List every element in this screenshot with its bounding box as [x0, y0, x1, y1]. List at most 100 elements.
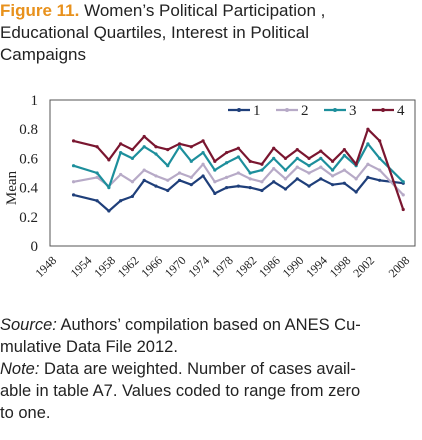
x-tick-label: 1948	[32, 253, 59, 280]
data-point-4	[213, 159, 217, 163]
data-point-4	[142, 134, 146, 139]
data-point-1	[354, 190, 358, 194]
data-point-2	[295, 165, 299, 169]
data-point-4	[95, 145, 99, 149]
data-point-4	[107, 158, 111, 162]
x-tick-label: 1974	[185, 253, 212, 280]
series-line-4	[73, 128, 405, 210]
data-point-4	[154, 145, 158, 149]
data-point-3	[201, 150, 205, 155]
data-point-4	[201, 139, 205, 143]
data-point-3	[283, 168, 288, 172]
x-tick-label: 1986	[256, 253, 283, 280]
data-point-1	[130, 194, 135, 198]
legend-label-2: 2	[301, 103, 309, 119]
data-point-4	[130, 148, 135, 152]
data-point-2	[71, 180, 76, 184]
series-line-1	[73, 174, 404, 213]
data-point-1	[378, 178, 382, 182]
x-axis: 1948 195419581962196619701974197819821986…	[32, 253, 412, 280]
data-point-1	[330, 183, 335, 187]
data-point-2	[236, 171, 240, 175]
figure-title: Figure 11. Women’s Political Participati…	[0, 0, 418, 66]
y-axis-label: Mean	[4, 170, 20, 205]
data-point-1	[166, 188, 170, 193]
legend-marker-3	[333, 108, 337, 112]
x-tick-label: 1958	[91, 253, 118, 280]
x-tick-label: 1970	[162, 253, 189, 280]
data-point-1	[177, 178, 182, 182]
data-point-4	[378, 139, 382, 143]
data-point-3	[307, 164, 311, 168]
source-label: Source:	[0, 316, 57, 334]
data-point-3	[166, 164, 170, 168]
data-point-2	[225, 175, 229, 179]
data-point-2	[95, 175, 99, 179]
data-point-4	[177, 142, 182, 146]
data-point-1	[213, 191, 217, 196]
data-point-3	[189, 159, 193, 163]
data-point-3	[260, 168, 264, 172]
legend-label-1: 1	[253, 103, 261, 119]
data-point-3	[225, 161, 229, 165]
title-line-1: Women’s Political Participation ,	[79, 1, 326, 20]
x-tick-label: 1994	[303, 253, 330, 280]
data-point-2	[201, 162, 205, 166]
data-point-3	[119, 150, 123, 155]
title-line-3: Campaigns	[0, 45, 86, 64]
note-label: Note:	[0, 360, 40, 378]
data-point-3	[154, 152, 158, 156]
data-point-2	[283, 177, 288, 181]
legend-label-3: 3	[349, 103, 357, 119]
data-point-4	[354, 162, 358, 166]
data-point-4	[248, 159, 252, 163]
note-text-2: able in table A7. Values coded to range …	[0, 382, 361, 400]
data-point-4	[342, 148, 346, 152]
data-point-4	[260, 162, 264, 166]
legend: 1 2 3 4	[228, 103, 405, 119]
x-tick-label: 1990	[280, 253, 307, 280]
data-point-1	[201, 174, 205, 178]
data-point-2	[342, 168, 346, 172]
data-point-2	[154, 174, 158, 178]
data-point-3	[319, 156, 323, 160]
source-text-1: Authors’ compilation based on ANES Cu-	[56, 316, 361, 334]
data-point-3	[107, 186, 111, 190]
data-point-1	[260, 188, 264, 193]
data-point-1	[107, 209, 111, 213]
data-point-3	[236, 155, 240, 159]
data-point-3	[248, 171, 252, 175]
x-tick-label: 1954	[68, 253, 95, 280]
y-tick-label: 0.2	[19, 210, 38, 226]
y-tick-label: 0	[31, 239, 39, 255]
title-line-2: Educational Quartiles, Interest in Polit…	[0, 23, 309, 42]
data-point-3	[295, 156, 299, 160]
note-text-1: Data are weighted. Number of cases avail…	[39, 360, 356, 378]
data-point-1	[307, 184, 311, 188]
data-point-3	[272, 156, 276, 160]
data-point-1	[366, 175, 370, 179]
data-point-4	[307, 156, 311, 160]
data-point-2	[213, 180, 217, 184]
y-tick-label: 0.4	[19, 181, 38, 197]
legend-marker-1	[237, 108, 241, 112]
data-point-1	[154, 184, 158, 188]
data-point-1	[248, 186, 252, 190]
source-text-2: mulative Data File 2012.	[0, 338, 178, 356]
data-point-1	[189, 183, 193, 187]
x-tick-label: 2008	[386, 253, 413, 280]
y-tick-label: 0.6	[19, 151, 38, 167]
data-point-4	[283, 156, 288, 160]
data-point-3	[378, 156, 382, 160]
data-point-1	[119, 199, 123, 203]
data-point-3	[342, 153, 346, 158]
data-point-1	[236, 184, 240, 188]
data-point-3	[95, 171, 99, 175]
series-line-3	[73, 142, 404, 189]
data-point-1	[319, 177, 323, 181]
data-point-4	[166, 148, 170, 152]
x-tick-label: 1966	[138, 253, 165, 280]
x-tick-label: 1978	[209, 253, 236, 280]
y-axis: 0 0.2 0.4 0.6 0.8 1	[19, 93, 38, 255]
line-chart: 0 0.2 0.4 0.6 0.8 1 Mean 1948 1954195819621966…	[4, 93, 416, 280]
